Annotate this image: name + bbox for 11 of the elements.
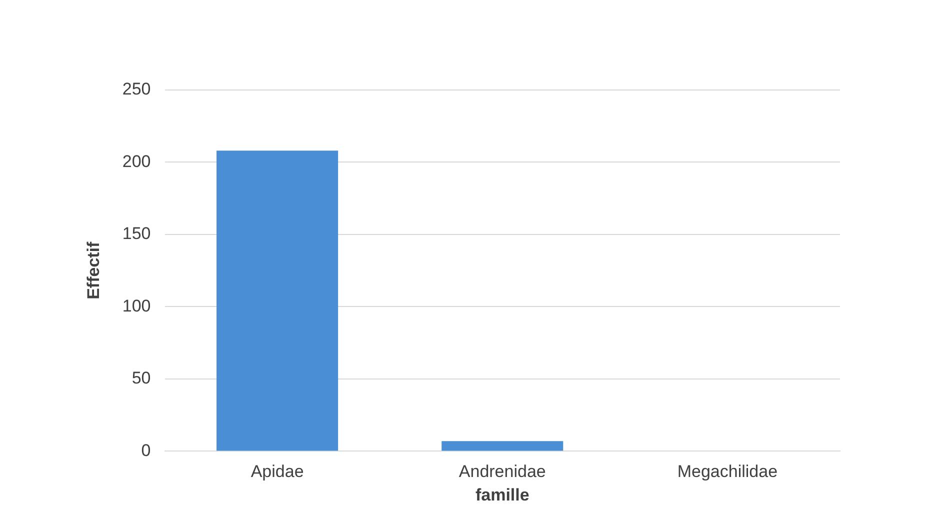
x-tick-label: Apidae <box>250 462 304 482</box>
y-tick-label: 150 <box>122 224 151 244</box>
x-axis-title: famille <box>475 485 530 504</box>
y-tick-label: 0 <box>141 440 151 460</box>
y-tick-label: 100 <box>122 296 151 316</box>
x-tick-label: Megachilidae <box>677 462 778 482</box>
y-axis-title: Effectif <box>84 241 103 300</box>
y-tick-label: 50 <box>132 368 151 388</box>
y-tick-label: 200 <box>122 152 151 171</box>
y-tick-label: 250 <box>122 80 151 99</box>
x-tick-label: Andrenidae <box>458 462 546 482</box>
